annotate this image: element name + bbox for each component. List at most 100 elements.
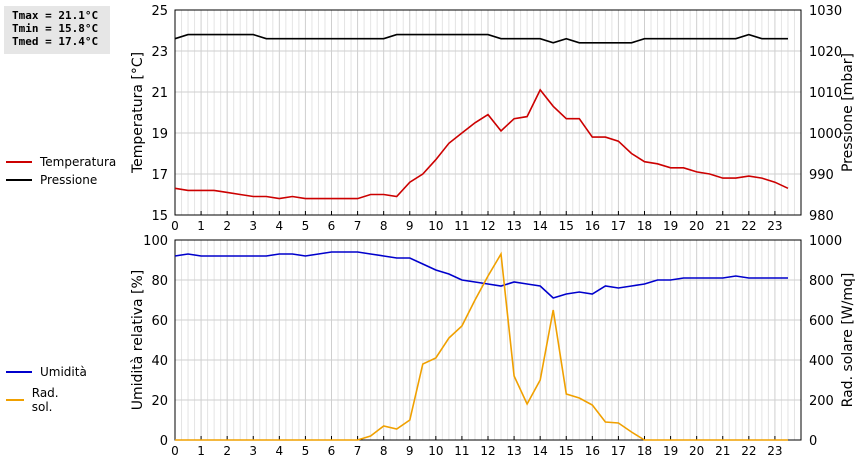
x-tick-label: 20 [689, 219, 704, 233]
y-tick-label-right: 980 [809, 209, 834, 224]
x-tick-label: 14 [533, 444, 548, 458]
y-tick-label-left: 23 [151, 45, 168, 60]
x-tick-label: 23 [767, 219, 782, 233]
y-tick-label-right: 1030 [809, 4, 842, 19]
x-tick-label: 21 [715, 444, 730, 458]
tmax-text: Tmax = 21.1°C [12, 9, 99, 22]
y-tick-label-left: 17 [151, 168, 168, 183]
x-tick-label: 23 [767, 444, 782, 458]
x-tick-label: 18 [637, 444, 652, 458]
x-tick-label: 2 [223, 219, 231, 233]
x-tick-label: 3 [249, 444, 257, 458]
chart-panel-0: 0 1 2 3 4 5 6 7 8 9 10 11 12 13 14 15 16 17 18 19 20 21 22 2315… [130, 4, 856, 233]
y-tick-label-right: 990 [809, 168, 834, 183]
series-line-temperatura [174, 88, 789, 200]
x-tick-label: 6 [328, 219, 336, 233]
x-tick-label: 4 [276, 219, 284, 233]
y-tick-label-right: 1000 [809, 234, 842, 249]
y-tick-label-right: 1020 [809, 45, 842, 60]
legend-label-pressione: Pressione [40, 173, 98, 187]
x-tick-label: 1 [197, 219, 205, 233]
x-tick-label: 17 [611, 219, 626, 233]
y-tick-label-left: 40 [151, 354, 168, 369]
y-tick-label-left: 25 [151, 4, 168, 19]
x-tick-label: 17 [611, 444, 626, 458]
x-tick-label: 11 [454, 444, 469, 458]
x-tick-label: 19 [663, 444, 678, 458]
y-tick-label-left: 60 [151, 314, 168, 329]
x-tick-label: 3 [249, 219, 257, 233]
x-tick-label: 10 [428, 219, 443, 233]
x-tick-label: 5 [302, 444, 310, 458]
x-tick-label: 19 [663, 219, 678, 233]
x-tick-label: 15 [559, 444, 574, 458]
series-line-umidit- [174, 251, 788, 299]
chart-panel-1: 0 1 2 3 4 5 6 7 8 9 10 11 12 13 14 15 16 17 18 19 20 21 22 2302… [130, 234, 856, 458]
x-tick-label: 14 [533, 219, 548, 233]
x-tick-label: 4 [276, 444, 284, 458]
x-tick-label: 11 [454, 219, 469, 233]
y-axis-title-right: Pressione [mbar] [840, 53, 856, 172]
y-tick-label-right: 400 [809, 354, 834, 369]
y-tick-label-right: 200 [809, 394, 834, 409]
x-tick-label: 18 [637, 219, 652, 233]
x-tick-label: 21 [715, 219, 730, 233]
legend-item-pressione: Pressione [6, 171, 116, 189]
x-tick-label: 2 [223, 444, 231, 458]
y-tick-label-right: 600 [809, 314, 834, 329]
tmed-text: Tmed = 17.4°C [12, 35, 99, 48]
x-tick-label: 0 [171, 444, 179, 458]
stats-box: Tmax = 21.1°C Tmin = 15.8°C Tmed = 17.4°… [4, 6, 110, 54]
x-tick-label: 9 [406, 219, 414, 233]
legend-swatch-umidita [6, 371, 32, 373]
legend-item-radsol: Rad. sol. [6, 386, 67, 414]
legend-swatch-temperatura [6, 161, 32, 163]
x-tick-label: 16 [585, 444, 600, 458]
x-tick-label: 22 [741, 219, 756, 233]
legend-swatch-radsol [6, 399, 24, 401]
y-tick-label-right: 800 [809, 274, 834, 289]
x-tick-label: 5 [302, 219, 310, 233]
legend-label-temperatura: Temperatura [40, 155, 117, 169]
x-tick-label: 7 [354, 219, 362, 233]
x-tick-label: 12 [480, 219, 495, 233]
y-axis-title-right: Rad. solare [W/mq] [840, 273, 856, 408]
y-tick-label-left: 80 [151, 274, 168, 289]
x-tick-label: 6 [328, 444, 336, 458]
x-tick-label: 13 [506, 219, 521, 233]
x-tick-label: 8 [380, 444, 388, 458]
x-tick-label: 1 [197, 444, 205, 458]
y-tick-label-left: 15 [151, 209, 168, 224]
x-tick-label: 10 [428, 444, 443, 458]
x-tick-label: 12 [480, 444, 495, 458]
series-line-rad-sol- [175, 251, 788, 441]
x-tick-label: 7 [354, 444, 362, 458]
y-tick-label-left: 0 [160, 434, 168, 449]
x-tick-label: 8 [380, 219, 388, 233]
legend-swatch-pressione [6, 179, 32, 181]
y-tick-label-left: 20 [151, 394, 168, 409]
x-tick-label: 0 [171, 219, 179, 233]
legend-item-temperatura: Temperatura [6, 153, 116, 171]
legend-top: Temperatura Pressione [6, 153, 116, 189]
y-tick-label-left: 19 [151, 127, 168, 142]
y-tick-label-right: 1010 [809, 86, 842, 101]
x-tick-label: 15 [559, 219, 574, 233]
x-tick-label: 22 [741, 444, 756, 458]
y-tick-label-left: 100 [143, 234, 168, 249]
legend-item-umidita: Umidità [6, 363, 87, 381]
series-line-pressione [174, 33, 788, 44]
y-axis-title-left: Umidità relativa [%] [130, 270, 146, 411]
x-tick-label: 16 [585, 219, 600, 233]
y-tick-label-left: 21 [151, 86, 168, 101]
y-tick-label-right: 1000 [809, 127, 842, 142]
legend-label-umidita: Umidità [40, 365, 87, 379]
x-tick-label: 9 [406, 444, 414, 458]
x-tick-label: 20 [689, 444, 704, 458]
legend-label-radsol: Rad. sol. [31, 386, 59, 414]
x-tick-label: 13 [506, 444, 521, 458]
y-tick-label-right: 0 [809, 434, 817, 449]
y-axis-title-left: Temperatura [°C] [130, 52, 146, 174]
tmin-text: Tmin = 15.8°C [12, 22, 99, 35]
